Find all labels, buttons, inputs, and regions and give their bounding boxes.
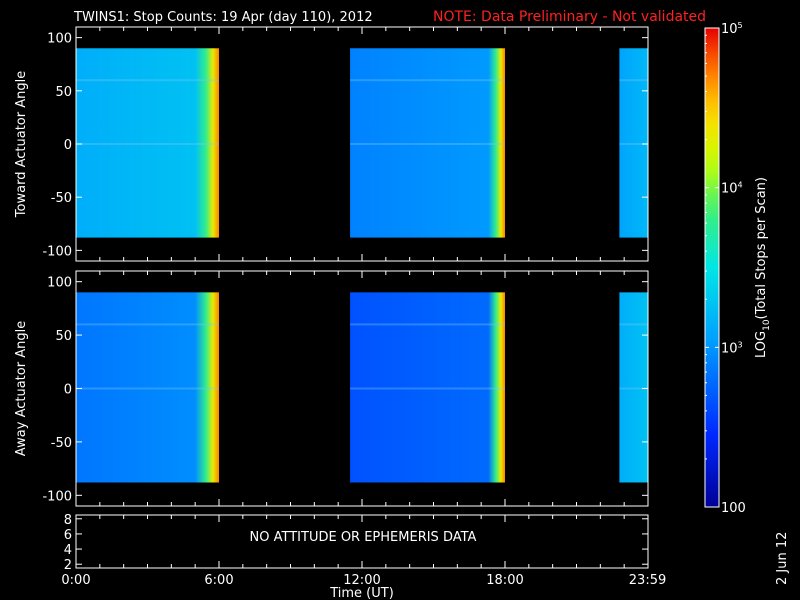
heatmap-segment — [350, 48, 505, 238]
heatmap-segment — [619, 292, 648, 483]
colorbar-tick-exponent: 5 — [738, 21, 743, 30]
colorbar-frame — [704, 27, 720, 508]
colorbar-tick-exponent: 4 — [738, 181, 743, 190]
y-tick-label: 2 — [64, 558, 72, 573]
x-tick-label: 23:59 — [629, 573, 666, 588]
heatmap-segment — [76, 292, 219, 483]
heatmap-band — [350, 323, 505, 326]
y-tick-label: 100 — [47, 32, 72, 47]
heatmap-band — [619, 143, 648, 145]
y-tick-label: 0 — [64, 138, 72, 153]
colorbar-tick-label: 104 — [721, 181, 743, 197]
panel-toward: 100 50 0 -50 -100 Toward Actuator Angle — [14, 26, 649, 262]
heatmap-band — [76, 143, 219, 145]
y-tick-label: 50 — [55, 329, 72, 344]
colorbar-tick-label: 103 — [721, 340, 743, 356]
y-axis-label: Toward Actuator Angle — [14, 71, 29, 218]
heatmap-band — [619, 323, 648, 326]
creation-date: 2 Jun 12 — [775, 532, 790, 585]
y-axis-label: Away Actuator Angle — [14, 321, 29, 456]
heatmap-segment — [619, 48, 648, 238]
colorbar-tick-label: 105 — [721, 21, 743, 37]
heatmap-band — [619, 79, 648, 82]
heatmap-band — [619, 387, 648, 390]
heatmap-band — [76, 79, 219, 82]
colorbar-fill — [705, 28, 719, 507]
preliminary-note: NOTE: Data Preliminary - Not validated — [433, 9, 706, 25]
x-tick-label: 12:00 — [343, 573, 380, 588]
y-tick-label: 50 — [55, 85, 72, 100]
y-tick-label: -100 — [42, 489, 72, 504]
y-tick-label: 0 — [64, 383, 72, 398]
colorbar-tick-label: 100 — [721, 501, 746, 516]
heatmap-band — [350, 143, 505, 145]
y-tick-label: -50 — [51, 191, 72, 206]
colorbar-tick-exponent: 3 — [738, 340, 743, 349]
heatmap-segment — [76, 48, 219, 238]
y-tick-label: 4 — [64, 543, 72, 558]
heatmap-band — [76, 387, 219, 390]
colorbar-label-rest: (Total Stops per Scan) — [754, 177, 769, 319]
heatmap-band — [76, 323, 219, 326]
x-tick-label: 0:00 — [61, 573, 90, 588]
colorbar-label-subscript: 10 — [762, 319, 772, 331]
y-tick-label: 6 — [64, 528, 72, 543]
panel-away: 100 50 0 -50 -100 Away Actuator Angle — [14, 270, 649, 507]
heatmap-segment — [350, 292, 505, 483]
x-axis-label: Time (UT) — [329, 586, 394, 600]
chart-title: TWINS1: Stop Counts: 19 Apr (day 110), 2… — [73, 10, 373, 25]
colorbar-label: LOG10(Total Stops per Scan) — [754, 177, 772, 358]
y-tick-label: -100 — [42, 244, 72, 259]
y-tick-label: 100 — [47, 276, 72, 291]
x-tick-label: 18:00 — [486, 573, 523, 588]
x-tick-label: 6:00 — [204, 573, 233, 588]
no-data-message: NO ATTITUDE OR EPHEMERIS DATA — [250, 530, 477, 545]
panels-group: 100 50 0 -50 -100 Toward Actuator Angle 100 50 0… — [14, 26, 666, 600]
y-tick-label: -50 — [51, 436, 72, 451]
heatmap-band — [350, 387, 505, 390]
heatmap-band — [350, 79, 505, 82]
y-tick-label: 8 — [64, 513, 72, 528]
